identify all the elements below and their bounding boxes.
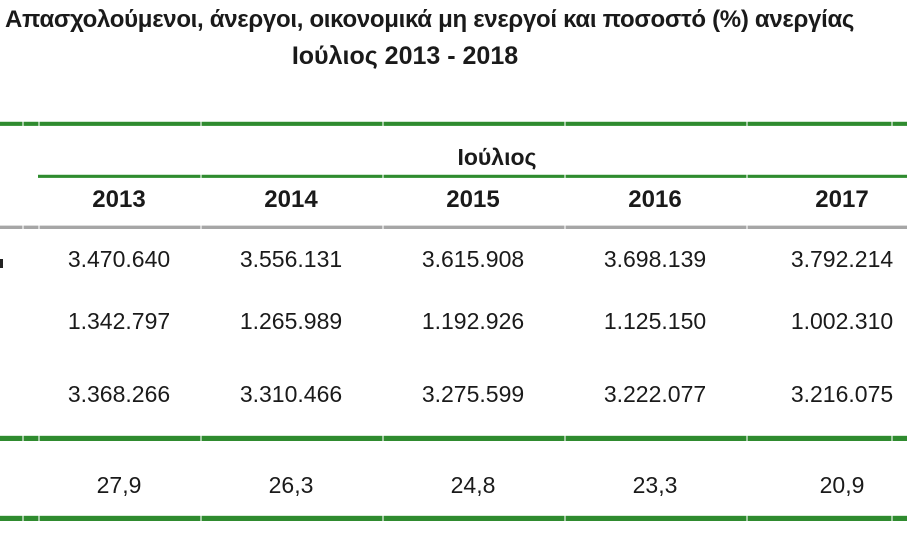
column-boundary-tick xyxy=(200,435,202,441)
table-cell-unemployed-2016: 1.125.150 xyxy=(603,308,707,334)
column-boundary-tick xyxy=(891,435,893,441)
table-cell-inactive-2016: 3.222.077 xyxy=(603,381,707,407)
column-boundary-tick xyxy=(564,435,566,441)
column-boundary-tick xyxy=(38,515,40,521)
year-header-row: 2013 2014 2015 2016 2017 xyxy=(0,186,907,214)
column-boundary-tick xyxy=(746,225,748,229)
column-boundary-tick xyxy=(22,121,24,126)
table-cell-rate-2015: 24,8 xyxy=(450,472,496,498)
employed-row: 3.470.640 3.556.131 3.615.908 3.698.139 … xyxy=(0,245,907,273)
report-subtitle: Ιούλιος 2013 - 2018 xyxy=(291,42,519,70)
cropped-row-label-fragment xyxy=(0,259,3,268)
column-boundary-tick xyxy=(564,225,566,229)
column-boundary-tick xyxy=(200,515,202,521)
table-cell-employed-2015: 3.615.908 xyxy=(421,246,525,272)
column-boundary-tick xyxy=(200,174,202,178)
column-boundary-tick xyxy=(746,515,748,521)
column-boundary-tick xyxy=(38,225,40,229)
table-cell-inactive-2014: 3.310.466 xyxy=(239,381,343,407)
column-boundary-tick xyxy=(382,225,384,229)
month-group-header: Ιούλιος xyxy=(457,144,537,170)
header-divider xyxy=(0,225,907,229)
year-header-2015: 2015 xyxy=(446,186,500,213)
table-cell-rate-2014: 26,3 xyxy=(268,472,314,498)
table-cell-inactive-2015: 3.275.599 xyxy=(421,381,525,407)
column-boundary-tick xyxy=(746,174,748,178)
column-boundary-tick xyxy=(200,225,202,229)
column-boundary-tick xyxy=(564,515,566,521)
column-boundary-tick xyxy=(38,121,40,126)
column-boundary-tick xyxy=(382,515,384,521)
unemployment-rate-row: 27,9 26,3 24,8 23,3 20,9 xyxy=(0,471,907,499)
table-cell-rate-2016: 23,3 xyxy=(632,472,678,498)
economically-inactive-row: 3.368.266 3.310.466 3.275.599 3.222.077 … xyxy=(0,380,907,408)
table-cell-unemployed-2015: 1.192.926 xyxy=(421,308,525,334)
column-boundary-tick xyxy=(746,435,748,441)
table-cell-employed-2016: 3.698.139 xyxy=(603,246,707,272)
year-header-2013: 2013 xyxy=(92,186,146,213)
column-boundary-tick xyxy=(200,121,202,126)
table-cell-rate-2017: 20,9 xyxy=(819,472,865,498)
year-header-2014: 2014 xyxy=(264,186,318,213)
year-header-2016: 2016 xyxy=(628,186,682,213)
column-boundary-tick xyxy=(891,121,893,126)
table-top-border xyxy=(0,121,907,126)
table-cell-unemployed-2014: 1.265.989 xyxy=(239,308,343,334)
table-cell-inactive-2017: 3.216.075 xyxy=(790,381,894,407)
column-boundary-tick xyxy=(746,121,748,126)
column-boundary-tick xyxy=(564,174,566,178)
table-cell-employed-2014: 3.556.131 xyxy=(239,246,343,272)
column-boundary-tick xyxy=(38,435,40,441)
column-boundary-tick xyxy=(382,435,384,441)
column-boundary-tick xyxy=(22,515,24,521)
column-boundary-tick xyxy=(382,174,384,178)
table-cell-employed-2017: 3.792.214 xyxy=(790,246,894,272)
table-cell-employed-2013: 3.470.640 xyxy=(67,246,171,272)
table-bottom-border xyxy=(0,515,907,521)
column-boundary-tick xyxy=(891,515,893,521)
column-boundary-tick xyxy=(564,121,566,126)
table-cell-rate-2013: 27,9 xyxy=(96,472,142,498)
month-header-underline xyxy=(38,174,907,178)
year-header-2017: 2017 xyxy=(815,186,869,213)
table-cell-inactive-2013: 3.368.266 xyxy=(67,381,171,407)
table-cell-unemployed-2017: 1.002.310 xyxy=(790,308,894,334)
table-cell-unemployed-2013: 1.342.797 xyxy=(67,308,171,334)
rate-section-top-border xyxy=(0,435,907,441)
unemployed-row: 1.342.797 1.265.989 1.192.926 1.125.150 … xyxy=(0,307,907,335)
report-title: Απασχολούμενοι, άνεργοι, οικονομικά μη ε… xyxy=(5,6,855,33)
column-boundary-tick xyxy=(22,225,24,229)
column-boundary-tick xyxy=(382,121,384,126)
column-boundary-tick xyxy=(22,435,24,441)
